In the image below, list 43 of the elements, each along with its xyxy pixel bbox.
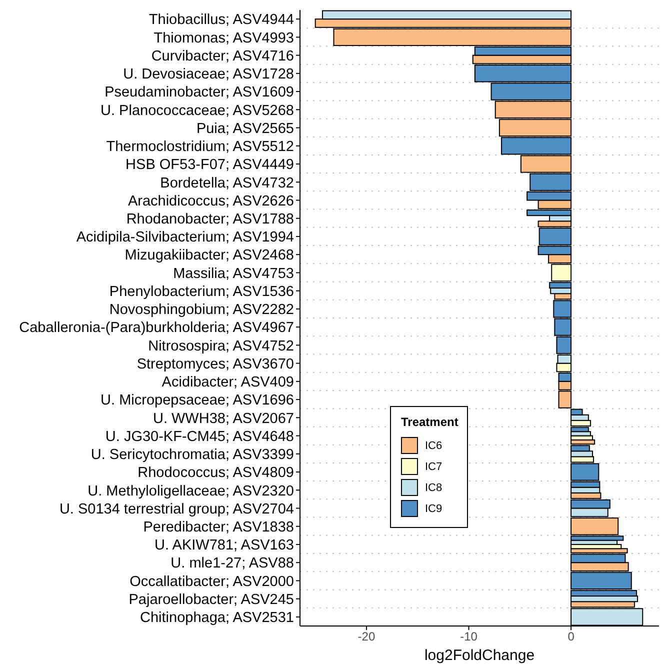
x-tick-label: -10 bbox=[460, 630, 478, 644]
legend-label: IC8 bbox=[425, 482, 442, 494]
y-tick-label: Thermoclostridium; ASV5512 bbox=[106, 139, 294, 156]
y-tick-label: Acidibacter; ASV409 bbox=[162, 374, 294, 391]
y-tick-label: U. mle1-27; ASV88 bbox=[170, 556, 294, 572]
y-tick-label: U. JG30-KF-CM45; ASV4648 bbox=[105, 428, 294, 445]
y-tick-label: U. Sericytochromatia; ASV3399 bbox=[90, 447, 294, 464]
x-tick-label: 0 bbox=[568, 630, 575, 644]
y-tick-label: Phenylobacterium; ASV1536 bbox=[109, 284, 294, 300]
y-tick-label: Rhodanobacter; ASV1788 bbox=[126, 212, 294, 228]
y-tick-label: Occallatibacter; ASV2000 bbox=[130, 574, 294, 590]
y-tick-label: Nitrosospira; ASV4752 bbox=[148, 338, 294, 354]
y-tick-label: U. WWH38; ASV2067 bbox=[152, 410, 294, 427]
y-tick-label: U. S0134 terrestrial group; ASV2704 bbox=[59, 501, 294, 518]
legend-label: IC7 bbox=[425, 460, 442, 472]
y-tick-label: Thiobacillus; ASV4944 bbox=[148, 12, 294, 28]
y-tick-label: U. Micropepsaceae; ASV1696 bbox=[100, 392, 294, 409]
y-tick-label: Mizugakiibacter; ASV2468 bbox=[124, 248, 294, 264]
x-tick-label: -20 bbox=[358, 630, 376, 644]
legend-label: IC6 bbox=[425, 440, 442, 452]
y-tick-label: Pajaroellobacter; ASV245 bbox=[128, 592, 294, 608]
y-tick-label: U. AKIW781; ASV163 bbox=[154, 538, 294, 554]
y-tick-label: Bordetella; ASV4732 bbox=[160, 175, 294, 192]
y-tick-label: Curvibacter; ASV4716 bbox=[151, 48, 294, 64]
y-tick-label: U. Planococcaceae; ASV5268 bbox=[100, 102, 294, 119]
y-tick-label: Caballeronia-(Para)burkholderia; ASV4967 bbox=[19, 320, 294, 336]
y-tick-label: Pseudaminobacter; ASV1609 bbox=[104, 84, 294, 101]
y-tick-label: U. Methyloligellaceae; ASV2320 bbox=[88, 483, 294, 500]
legend-label: IC9 bbox=[425, 502, 442, 514]
y-tick-label: Streptomyces; ASV3670 bbox=[136, 356, 294, 372]
y-tick-label: HSB OF53-F07; ASV4449 bbox=[126, 157, 294, 174]
y-tick-label: Rhodococcus; ASV4809 bbox=[138, 465, 294, 482]
legend-title: Treatment bbox=[401, 415, 458, 429]
y-tick-label: Arachidicoccus; ASV2626 bbox=[128, 193, 294, 210]
y-tick-label: Acidipila-Silvibacterium; ASV1994 bbox=[76, 230, 294, 246]
y-tick-label: Novosphingobium; ASV2282 bbox=[109, 302, 294, 318]
y-tick-label: U. Devosiaceae; ASV1728 bbox=[123, 66, 294, 83]
y-tick-label: Massilia; ASV4753 bbox=[173, 266, 294, 282]
y-tick-label: Thiomonas; ASV4993 bbox=[154, 30, 294, 46]
y-tick-label: Chitinophaga; ASV2531 bbox=[140, 610, 294, 626]
x-axis-title: log2FoldChange bbox=[424, 647, 535, 664]
y-tick-label: Puia; ASV2565 bbox=[196, 120, 294, 137]
y-tick-label: Peredibacter; ASV1838 bbox=[143, 520, 294, 536]
